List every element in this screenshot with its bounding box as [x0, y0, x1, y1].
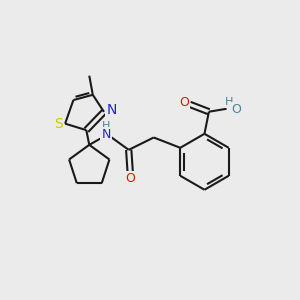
Text: N: N	[101, 128, 111, 141]
Text: O: O	[179, 96, 189, 110]
Text: H: H	[102, 121, 110, 131]
Text: N: N	[106, 103, 116, 116]
Text: O: O	[125, 172, 135, 185]
Text: H: H	[224, 97, 233, 107]
Text: O: O	[231, 103, 241, 116]
Text: S: S	[54, 117, 63, 130]
